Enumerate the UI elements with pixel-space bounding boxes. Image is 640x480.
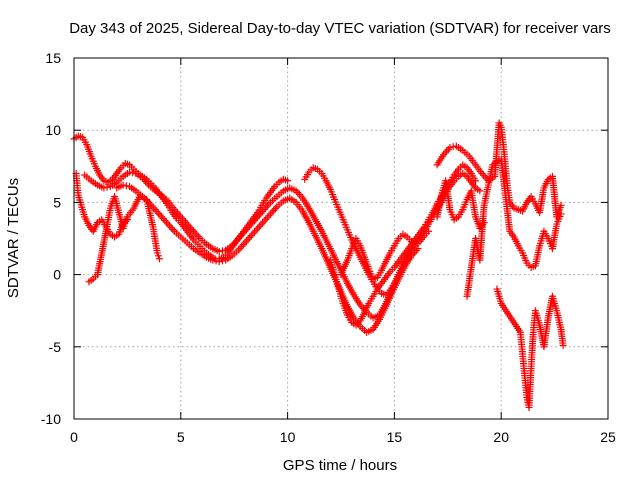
track-3-point [150, 204, 158, 212]
track-3-point [166, 222, 174, 230]
x-tick-label: 5 [177, 429, 185, 445]
track-6-point [480, 171, 488, 179]
track-8-point [559, 341, 567, 349]
data-points [70, 119, 567, 411]
track-2-point [103, 183, 111, 191]
x-tick-label: 10 [280, 429, 296, 445]
track-2-point [215, 247, 223, 255]
track-3-point [257, 221, 265, 229]
track-3-point [265, 212, 273, 220]
track-3-point [239, 241, 247, 249]
track-2-point [257, 209, 265, 217]
track-3-point [250, 228, 258, 236]
x-tick-label: 20 [493, 429, 509, 445]
track-2-point [193, 231, 201, 239]
track-2-point [129, 169, 137, 177]
track-5-point [472, 177, 480, 185]
y-tick-labels: -10 -5 0 5 10 15 [41, 50, 61, 427]
track-3-point [119, 181, 127, 189]
track-3-point [156, 211, 164, 219]
track-3-point [262, 215, 270, 223]
track-3-point [244, 235, 252, 243]
track-6-point [446, 144, 454, 152]
x-tick-label: 0 [70, 429, 78, 445]
track-3-point [246, 233, 254, 241]
track-3-point [238, 242, 246, 250]
y-tick-label: -5 [49, 339, 62, 355]
x-tick-labels: 0 5 10 15 20 25 [70, 429, 616, 445]
track-3-point [154, 209, 162, 217]
track-6-point [443, 147, 451, 155]
track-3-point [255, 223, 263, 231]
track-3-point [162, 218, 170, 226]
x-axis-label: GPS time / hours [283, 457, 397, 474]
track-3-point [153, 207, 161, 215]
track-3-point [259, 219, 267, 227]
y-tick-label: 5 [53, 194, 61, 210]
y-tick-label: 15 [45, 50, 61, 66]
track-3-point [263, 214, 271, 222]
track-9-point [155, 255, 163, 263]
track-3-point [236, 244, 244, 252]
track-7-point [557, 210, 565, 218]
track-3-point [209, 256, 217, 264]
track-3-point [169, 225, 177, 233]
y-tick-label: -10 [41, 411, 61, 427]
track-3-point [242, 237, 250, 245]
track-12-point [480, 219, 488, 227]
track-1-point [284, 177, 292, 185]
axis-ticks [73, 57, 609, 420]
track-3-point [218, 257, 226, 265]
track-6-point [557, 201, 565, 209]
track-3-point [247, 232, 255, 240]
track-2-point [100, 184, 108, 192]
y-tick-label: 0 [53, 267, 61, 283]
track-3-point [260, 217, 268, 225]
track-2-point [265, 200, 273, 208]
x-tick-label: 25 [600, 429, 616, 445]
track-3-point [271, 205, 279, 213]
track-2-point [126, 168, 134, 176]
track-3-point [270, 206, 278, 214]
x-tick-label: 15 [387, 429, 403, 445]
track-10-point [123, 216, 131, 224]
y-axis-label: SDTVAR / TECUs [5, 178, 22, 298]
track-3-point [161, 216, 169, 224]
track-3-point [252, 226, 260, 234]
track-3-point [241, 239, 249, 247]
track-6-point [449, 143, 457, 151]
track-3-point [212, 257, 220, 265]
track-3-point [249, 230, 257, 238]
track-3-point [151, 206, 159, 214]
track-3-point [159, 215, 167, 223]
track-3-point [167, 224, 175, 232]
track-3-point [122, 182, 130, 190]
chart-title: Day 343 of 2025, Sidereal Day-to-day VTE… [69, 20, 611, 37]
track-3-point [164, 220, 172, 228]
track-11-point [425, 227, 433, 235]
track-4-point [476, 187, 484, 195]
y-tick-label: 10 [45, 122, 61, 138]
track-2-point [295, 190, 303, 198]
track-3-point [254, 224, 262, 232]
track-2-point [178, 215, 186, 223]
track-2-point [218, 247, 226, 255]
track-3-point [158, 213, 166, 221]
track-3-point [268, 208, 276, 216]
track-3-point [267, 210, 275, 218]
track-3-point [215, 258, 223, 266]
plot-frame [73, 57, 609, 420]
